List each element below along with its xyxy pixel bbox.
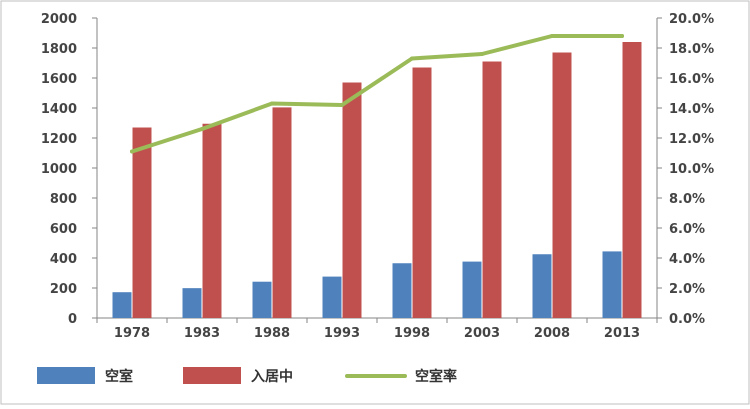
legend-label: 入居中 xyxy=(251,368,293,385)
y-right-tick-label: 18.0% xyxy=(669,42,714,57)
bar xyxy=(552,52,572,318)
x-tick-label: 2003 xyxy=(464,326,500,341)
line-point xyxy=(410,56,414,61)
y-right-tick-label: 12.0% xyxy=(669,132,714,147)
plot-area: 0 200 400 600 800 1000 1200 1400 1600 1800 2000 0.0… xyxy=(41,12,714,341)
y-right-tick-label: 14.0% xyxy=(669,102,714,117)
legend-swatch xyxy=(37,367,95,384)
bar xyxy=(622,42,642,318)
bar xyxy=(412,67,432,318)
x-tick-label: 1993 xyxy=(324,326,360,341)
bar xyxy=(482,61,502,318)
y-left-tick-label: 200 xyxy=(50,282,77,297)
x-tick-label: 2008 xyxy=(534,326,570,341)
line-point xyxy=(270,101,274,106)
line-point xyxy=(200,127,204,131)
y-left-tick-label: 1400 xyxy=(41,102,77,117)
x-tick-label: 1988 xyxy=(254,326,290,341)
bar xyxy=(112,292,132,318)
y-left-tick-label: 1800 xyxy=(41,42,77,57)
y-right-tick-label: 20.0% xyxy=(669,12,714,27)
bar xyxy=(462,261,482,318)
bar xyxy=(602,251,622,318)
line-point xyxy=(550,34,554,38)
y-right-tick-label: 2.0% xyxy=(669,282,705,297)
bar xyxy=(392,263,412,318)
x-tick-label: 2013 xyxy=(604,326,640,341)
bar xyxy=(252,281,272,318)
x-tick-label: 1983 xyxy=(184,326,220,341)
y-left-tick-label: 1200 xyxy=(41,132,77,147)
legend-swatch xyxy=(183,367,241,384)
bar xyxy=(532,254,552,318)
bar xyxy=(322,276,342,318)
y-left-tick-label: 1000 xyxy=(41,162,77,177)
line-series xyxy=(130,34,624,154)
y-right-tick-label: 6.0% xyxy=(669,222,705,237)
line-point xyxy=(130,149,134,154)
legend: 空室 入居中 空室率 xyxy=(37,367,457,385)
line-point xyxy=(480,52,484,56)
y-left-tick-label: 400 xyxy=(50,252,77,267)
y-right-tick-label: 10.0% xyxy=(669,162,714,177)
y-left-tick-label: 600 xyxy=(50,222,77,237)
line-point xyxy=(620,34,624,38)
bar xyxy=(342,82,362,318)
legend-label: 空室 xyxy=(105,368,133,385)
y-right-tick-label: 0.0% xyxy=(669,312,705,327)
y-right-tick-label: 16.0% xyxy=(669,72,714,87)
y-left-tick-label: 0 xyxy=(68,312,77,327)
y-left-tick-label: 1600 xyxy=(41,72,77,87)
y-right-tick-label: 8.0% xyxy=(669,192,705,207)
bar xyxy=(202,123,222,318)
line-point xyxy=(340,103,344,107)
x-tick-label: 1978 xyxy=(114,326,150,341)
bar xyxy=(272,107,292,319)
y-right-tick-label: 4.0% xyxy=(669,252,705,267)
x-tick-label: 1998 xyxy=(394,326,430,341)
y-left-tick-label: 2000 xyxy=(41,12,77,27)
y-left-tick-label: 800 xyxy=(50,192,77,207)
legend-label: 空室率 xyxy=(415,368,457,385)
bar xyxy=(132,127,152,318)
bar xyxy=(182,288,202,318)
